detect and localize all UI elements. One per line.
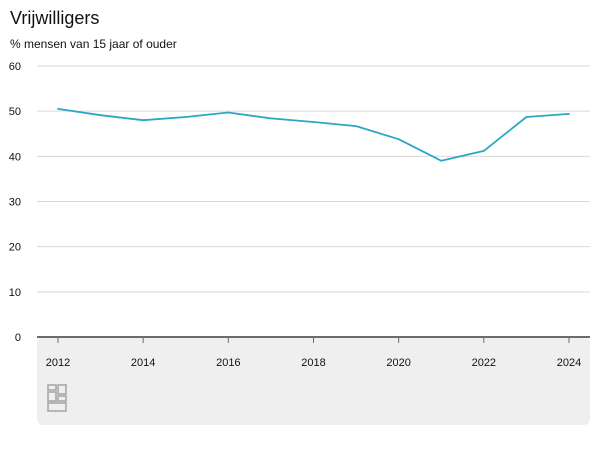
y-tick-label: 30 [9, 197, 21, 209]
x-tick-labels: 2012 2014 2016 2018 2020 2022 2024 [46, 357, 581, 369]
x-tick-label: 2024 [557, 357, 581, 369]
x-tick-label: 2016 [216, 357, 240, 369]
chart-subtitle: % mensen van 15 jaar of ouder [10, 37, 177, 51]
y-tick-label: 0 [15, 332, 21, 344]
y-tick-label: 10 [9, 287, 21, 299]
series-line [57, 108, 570, 162]
x-tick-label: 2018 [301, 357, 325, 369]
x-tick-label: 2022 [472, 357, 496, 369]
y-tick-label: 40 [9, 151, 21, 163]
x-tick-label: 2014 [131, 357, 155, 369]
x-tick-label: 2020 [386, 357, 410, 369]
x-tick-label: 2012 [46, 357, 70, 369]
y-tick-label: 60 [9, 61, 21, 73]
chart-title: Vrijwilligers [10, 8, 100, 28]
y-tick-label: 50 [9, 106, 21, 118]
grid-lines [37, 65, 590, 293]
series-layer [57, 108, 570, 162]
y-tick-label: 20 [9, 242, 21, 254]
cbs-logo-icon [47, 384, 67, 412]
y-tick-labels: 0 10 20 30 40 50 60 [9, 61, 21, 344]
x-axis-panel [37, 337, 590, 425]
